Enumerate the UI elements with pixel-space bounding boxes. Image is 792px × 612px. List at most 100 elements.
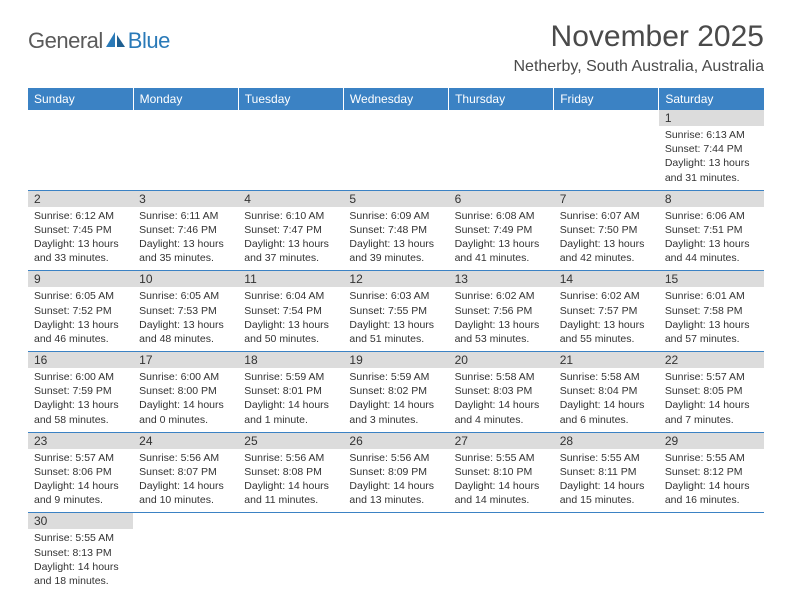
day-cell: Sunrise: 5:55 AMSunset: 8:13 PMDaylight:… [28,529,133,593]
weekday-header: Sunday [28,88,133,110]
daylight-text: Daylight: 13 hours and 35 minutes. [139,237,232,265]
sunrise-text: Sunrise: 5:58 AM [560,370,653,384]
day-cell: Sunrise: 5:58 AMSunset: 8:04 PMDaylight:… [554,368,659,432]
sunset-text: Sunset: 8:06 PM [34,465,127,479]
day-cell: Sunrise: 6:09 AMSunset: 7:48 PMDaylight:… [343,207,448,271]
sunrise-text: Sunrise: 6:05 AM [34,289,127,303]
day-number: 12 [343,271,448,288]
daylight-text: Daylight: 14 hours and 0 minutes. [139,398,232,426]
logo-text-general: General [28,28,103,54]
day-number: 26 [343,432,448,449]
day-cell: Sunrise: 6:11 AMSunset: 7:46 PMDaylight:… [133,207,238,271]
day-cell: Sunrise: 5:58 AMSunset: 8:03 PMDaylight:… [449,368,554,432]
day-cell [238,126,343,190]
day-number: 13 [449,271,554,288]
day-content-row: Sunrise: 5:55 AMSunset: 8:13 PMDaylight:… [28,529,764,593]
day-cell [449,529,554,593]
day-cell: Sunrise: 6:13 AMSunset: 7:44 PMDaylight:… [659,126,764,190]
day-number: 29 [659,432,764,449]
weekday-header: Saturday [659,88,764,110]
daylight-text: Daylight: 13 hours and 55 minutes. [560,318,653,346]
day-number: 28 [554,432,659,449]
title-block: November 2025 Netherby, South Australia,… [513,20,764,76]
sunrise-text: Sunrise: 6:09 AM [349,209,442,223]
logo-text-blue: Blue [128,28,170,54]
day-number-row: 1 [28,110,764,126]
day-cell: Sunrise: 5:56 AMSunset: 8:09 PMDaylight:… [343,449,448,513]
day-number-row: 2345678 [28,190,764,207]
calendar-table: SundayMondayTuesdayWednesdayThursdayFrid… [28,88,764,593]
day-cell: Sunrise: 6:01 AMSunset: 7:58 PMDaylight:… [659,287,764,351]
day-cell [343,126,448,190]
day-number: 16 [28,352,133,369]
sunset-text: Sunset: 7:58 PM [665,304,758,318]
day-cell: Sunrise: 5:59 AMSunset: 8:02 PMDaylight:… [343,368,448,432]
sunrise-text: Sunrise: 5:55 AM [34,531,127,545]
daylight-text: Daylight: 13 hours and 41 minutes. [455,237,548,265]
sunset-text: Sunset: 8:13 PM [34,546,127,560]
day-number [28,110,133,126]
sunset-text: Sunset: 7:50 PM [560,223,653,237]
day-cell: Sunrise: 6:06 AMSunset: 7:51 PMDaylight:… [659,207,764,271]
day-number: 15 [659,271,764,288]
day-number: 24 [133,432,238,449]
daylight-text: Daylight: 13 hours and 51 minutes. [349,318,442,346]
day-cell: Sunrise: 5:59 AMSunset: 8:01 PMDaylight:… [238,368,343,432]
sunrise-text: Sunrise: 5:55 AM [665,451,758,465]
day-cell: Sunrise: 6:00 AMSunset: 7:59 PMDaylight:… [28,368,133,432]
month-title: November 2025 [513,20,764,54]
sunrise-text: Sunrise: 5:55 AM [455,451,548,465]
day-number [343,110,448,126]
day-cell: Sunrise: 6:05 AMSunset: 7:52 PMDaylight:… [28,287,133,351]
daylight-text: Daylight: 14 hours and 14 minutes. [455,479,548,507]
sunset-text: Sunset: 8:04 PM [560,384,653,398]
day-number: 22 [659,352,764,369]
daylight-text: Daylight: 13 hours and 33 minutes. [34,237,127,265]
weekday-header-row: SundayMondayTuesdayWednesdayThursdayFrid… [28,88,764,110]
day-number: 30 [28,513,133,530]
sunrise-text: Sunrise: 5:56 AM [349,451,442,465]
sunset-text: Sunset: 8:01 PM [244,384,337,398]
sunset-text: Sunset: 8:03 PM [455,384,548,398]
daylight-text: Daylight: 13 hours and 44 minutes. [665,237,758,265]
sunrise-text: Sunrise: 6:04 AM [244,289,337,303]
sunrise-text: Sunrise: 6:13 AM [665,128,758,142]
day-number-row: 9101112131415 [28,271,764,288]
day-cell: Sunrise: 5:57 AMSunset: 8:06 PMDaylight:… [28,449,133,513]
day-content-row: Sunrise: 6:12 AMSunset: 7:45 PMDaylight:… [28,207,764,271]
sunset-text: Sunset: 7:44 PM [665,142,758,156]
day-content-row: Sunrise: 5:57 AMSunset: 8:06 PMDaylight:… [28,449,764,513]
day-cell: Sunrise: 6:04 AMSunset: 7:54 PMDaylight:… [238,287,343,351]
sunrise-text: Sunrise: 6:00 AM [34,370,127,384]
sunrise-text: Sunrise: 6:00 AM [139,370,232,384]
day-cell: Sunrise: 6:00 AMSunset: 8:00 PMDaylight:… [133,368,238,432]
sunrise-text: Sunrise: 6:10 AM [244,209,337,223]
sunset-text: Sunset: 7:45 PM [34,223,127,237]
sunset-text: Sunset: 7:59 PM [34,384,127,398]
day-cell [554,126,659,190]
daylight-text: Daylight: 13 hours and 31 minutes. [665,156,758,184]
day-number [554,513,659,530]
daylight-text: Daylight: 13 hours and 53 minutes. [455,318,548,346]
day-number [659,513,764,530]
sunset-text: Sunset: 7:48 PM [349,223,442,237]
day-cell [659,529,764,593]
sunset-text: Sunset: 7:56 PM [455,304,548,318]
day-number: 21 [554,352,659,369]
day-number: 11 [238,271,343,288]
sunset-text: Sunset: 7:51 PM [665,223,758,237]
sunrise-text: Sunrise: 5:56 AM [139,451,232,465]
sunset-text: Sunset: 8:02 PM [349,384,442,398]
sunrise-text: Sunrise: 5:59 AM [349,370,442,384]
weekday-header: Monday [133,88,238,110]
daylight-text: Daylight: 13 hours and 42 minutes. [560,237,653,265]
sunrise-text: Sunrise: 5:58 AM [455,370,548,384]
daylight-text: Daylight: 14 hours and 4 minutes. [455,398,548,426]
daylight-text: Daylight: 13 hours and 57 minutes. [665,318,758,346]
sunset-text: Sunset: 7:55 PM [349,304,442,318]
weekday-header: Tuesday [238,88,343,110]
day-number: 5 [343,190,448,207]
day-cell [238,529,343,593]
day-number [449,513,554,530]
day-content-row: Sunrise: 6:05 AMSunset: 7:52 PMDaylight:… [28,287,764,351]
